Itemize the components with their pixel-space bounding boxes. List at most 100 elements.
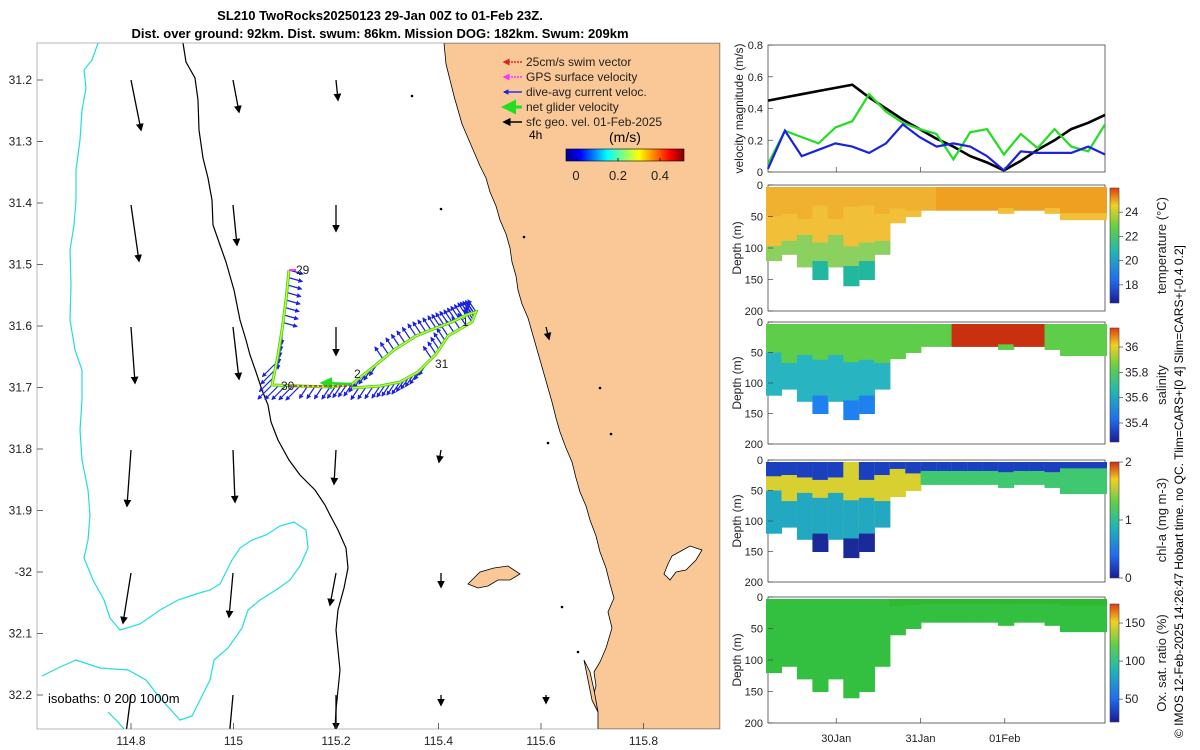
current-vector	[457, 312, 467, 326]
section-cell	[827, 614, 844, 632]
section-cell	[1060, 336, 1077, 344]
section-cell	[766, 504, 782, 520]
section-cell	[843, 481, 860, 501]
section-cell	[766, 518, 782, 534]
day-label: 31	[435, 357, 449, 371]
section-cell	[796, 630, 813, 648]
current-vector	[396, 330, 406, 344]
section-cell	[1044, 329, 1061, 335]
section-cell	[889, 330, 906, 339]
section-cell	[1044, 192, 1061, 199]
section-cell	[936, 196, 953, 202]
section-cell	[936, 324, 953, 329]
current-vector	[287, 284, 303, 291]
section-cell	[843, 362, 860, 382]
section-cell	[951, 196, 968, 202]
vel-ytick-label: 0.2	[748, 135, 763, 147]
section-cell	[1029, 205, 1046, 211]
section-cell	[827, 508, 844, 525]
section-cell	[889, 215, 906, 224]
section-cell	[1075, 324, 1092, 331]
depth-tick-label: 0	[757, 317, 763, 329]
section-cell	[1029, 341, 1046, 347]
section-cell	[827, 462, 844, 478]
section-cell	[1044, 467, 1061, 473]
section-cell	[1044, 609, 1061, 616]
section-cell	[967, 470, 984, 476]
section-cell	[843, 638, 860, 659]
section-cell	[889, 482, 906, 491]
section-cell	[1060, 599, 1077, 607]
geostrophic-arrow	[120, 572, 132, 625]
cb-label: temperature (°C)	[1154, 197, 1169, 294]
section-cell	[858, 673, 875, 692]
section-cell	[1029, 328, 1046, 334]
depth-tick-label: 50	[751, 348, 763, 360]
lat-tick-label: 31.7	[9, 381, 33, 395]
section-cell	[920, 462, 937, 467]
section-cell	[1075, 487, 1092, 495]
cb-tick-label: 35.8	[1125, 365, 1149, 379]
geostrophic-arrow	[123, 449, 132, 508]
section-cell	[843, 324, 860, 344]
section-cell	[905, 610, 922, 618]
section-cell	[781, 639, 798, 654]
current-vector	[379, 341, 389, 355]
section-cell	[889, 187, 906, 195]
isobath-1000m-south	[107, 711, 125, 729]
section-cell	[1013, 324, 1030, 329]
section-cell	[967, 324, 984, 329]
section-cell	[982, 337, 999, 343]
section-cell	[889, 606, 906, 614]
island-garden	[583, 659, 599, 713]
section-cell	[766, 657, 782, 674]
section-cell	[1013, 462, 1030, 467]
section-cell	[812, 395, 829, 414]
section-cell	[1060, 625, 1077, 633]
section-cell	[951, 612, 968, 619]
section-cell	[1013, 612, 1030, 619]
speed-cb-label: 0	[572, 168, 579, 183]
section-cell	[951, 599, 968, 605]
section-cell	[951, 462, 968, 467]
section-cell	[796, 250, 813, 268]
section-cell	[781, 462, 798, 476]
section-panel: 0 50 100 150 200 Depth (m) 0 1 2 chl-a (mg m-3)	[730, 455, 1169, 589]
current-vector	[433, 332, 443, 346]
section-cell	[998, 208, 1015, 214]
geostrophic-arrow	[225, 572, 234, 619]
section-cell	[1029, 196, 1046, 202]
section-cell	[1029, 332, 1046, 338]
depth-tick-label: 0	[757, 455, 763, 467]
geostrophic-arrow	[543, 326, 552, 341]
section-cell	[967, 187, 984, 193]
section-cell	[998, 329, 1015, 335]
geostrophic-arrow	[436, 449, 444, 464]
section-cell	[936, 205, 953, 211]
section-cell	[858, 654, 875, 674]
cb-tick-label: 22	[1125, 229, 1139, 243]
section-cell	[796, 599, 813, 616]
lat-tick-label: 31.8	[9, 442, 33, 456]
section-cell	[812, 515, 829, 535]
cb-tick-label: 18	[1125, 278, 1139, 292]
geostrophic-arrow	[230, 449, 239, 504]
section-cell	[998, 620, 1015, 626]
section-cell	[766, 599, 782, 615]
section-cell	[967, 191, 984, 197]
section-cell	[998, 462, 1015, 468]
speed-cb-label: 0.4	[651, 168, 669, 183]
cb-tick-label: 50	[1125, 692, 1139, 706]
current-vector	[381, 383, 391, 397]
section-cell	[967, 612, 984, 619]
day-label: 29	[296, 263, 310, 277]
island-rottnest	[467, 565, 521, 589]
section-cell	[766, 643, 782, 659]
section-cell	[936, 470, 953, 476]
section-cell	[951, 332, 968, 338]
section-cell	[812, 341, 829, 361]
section-cell	[827, 599, 844, 616]
